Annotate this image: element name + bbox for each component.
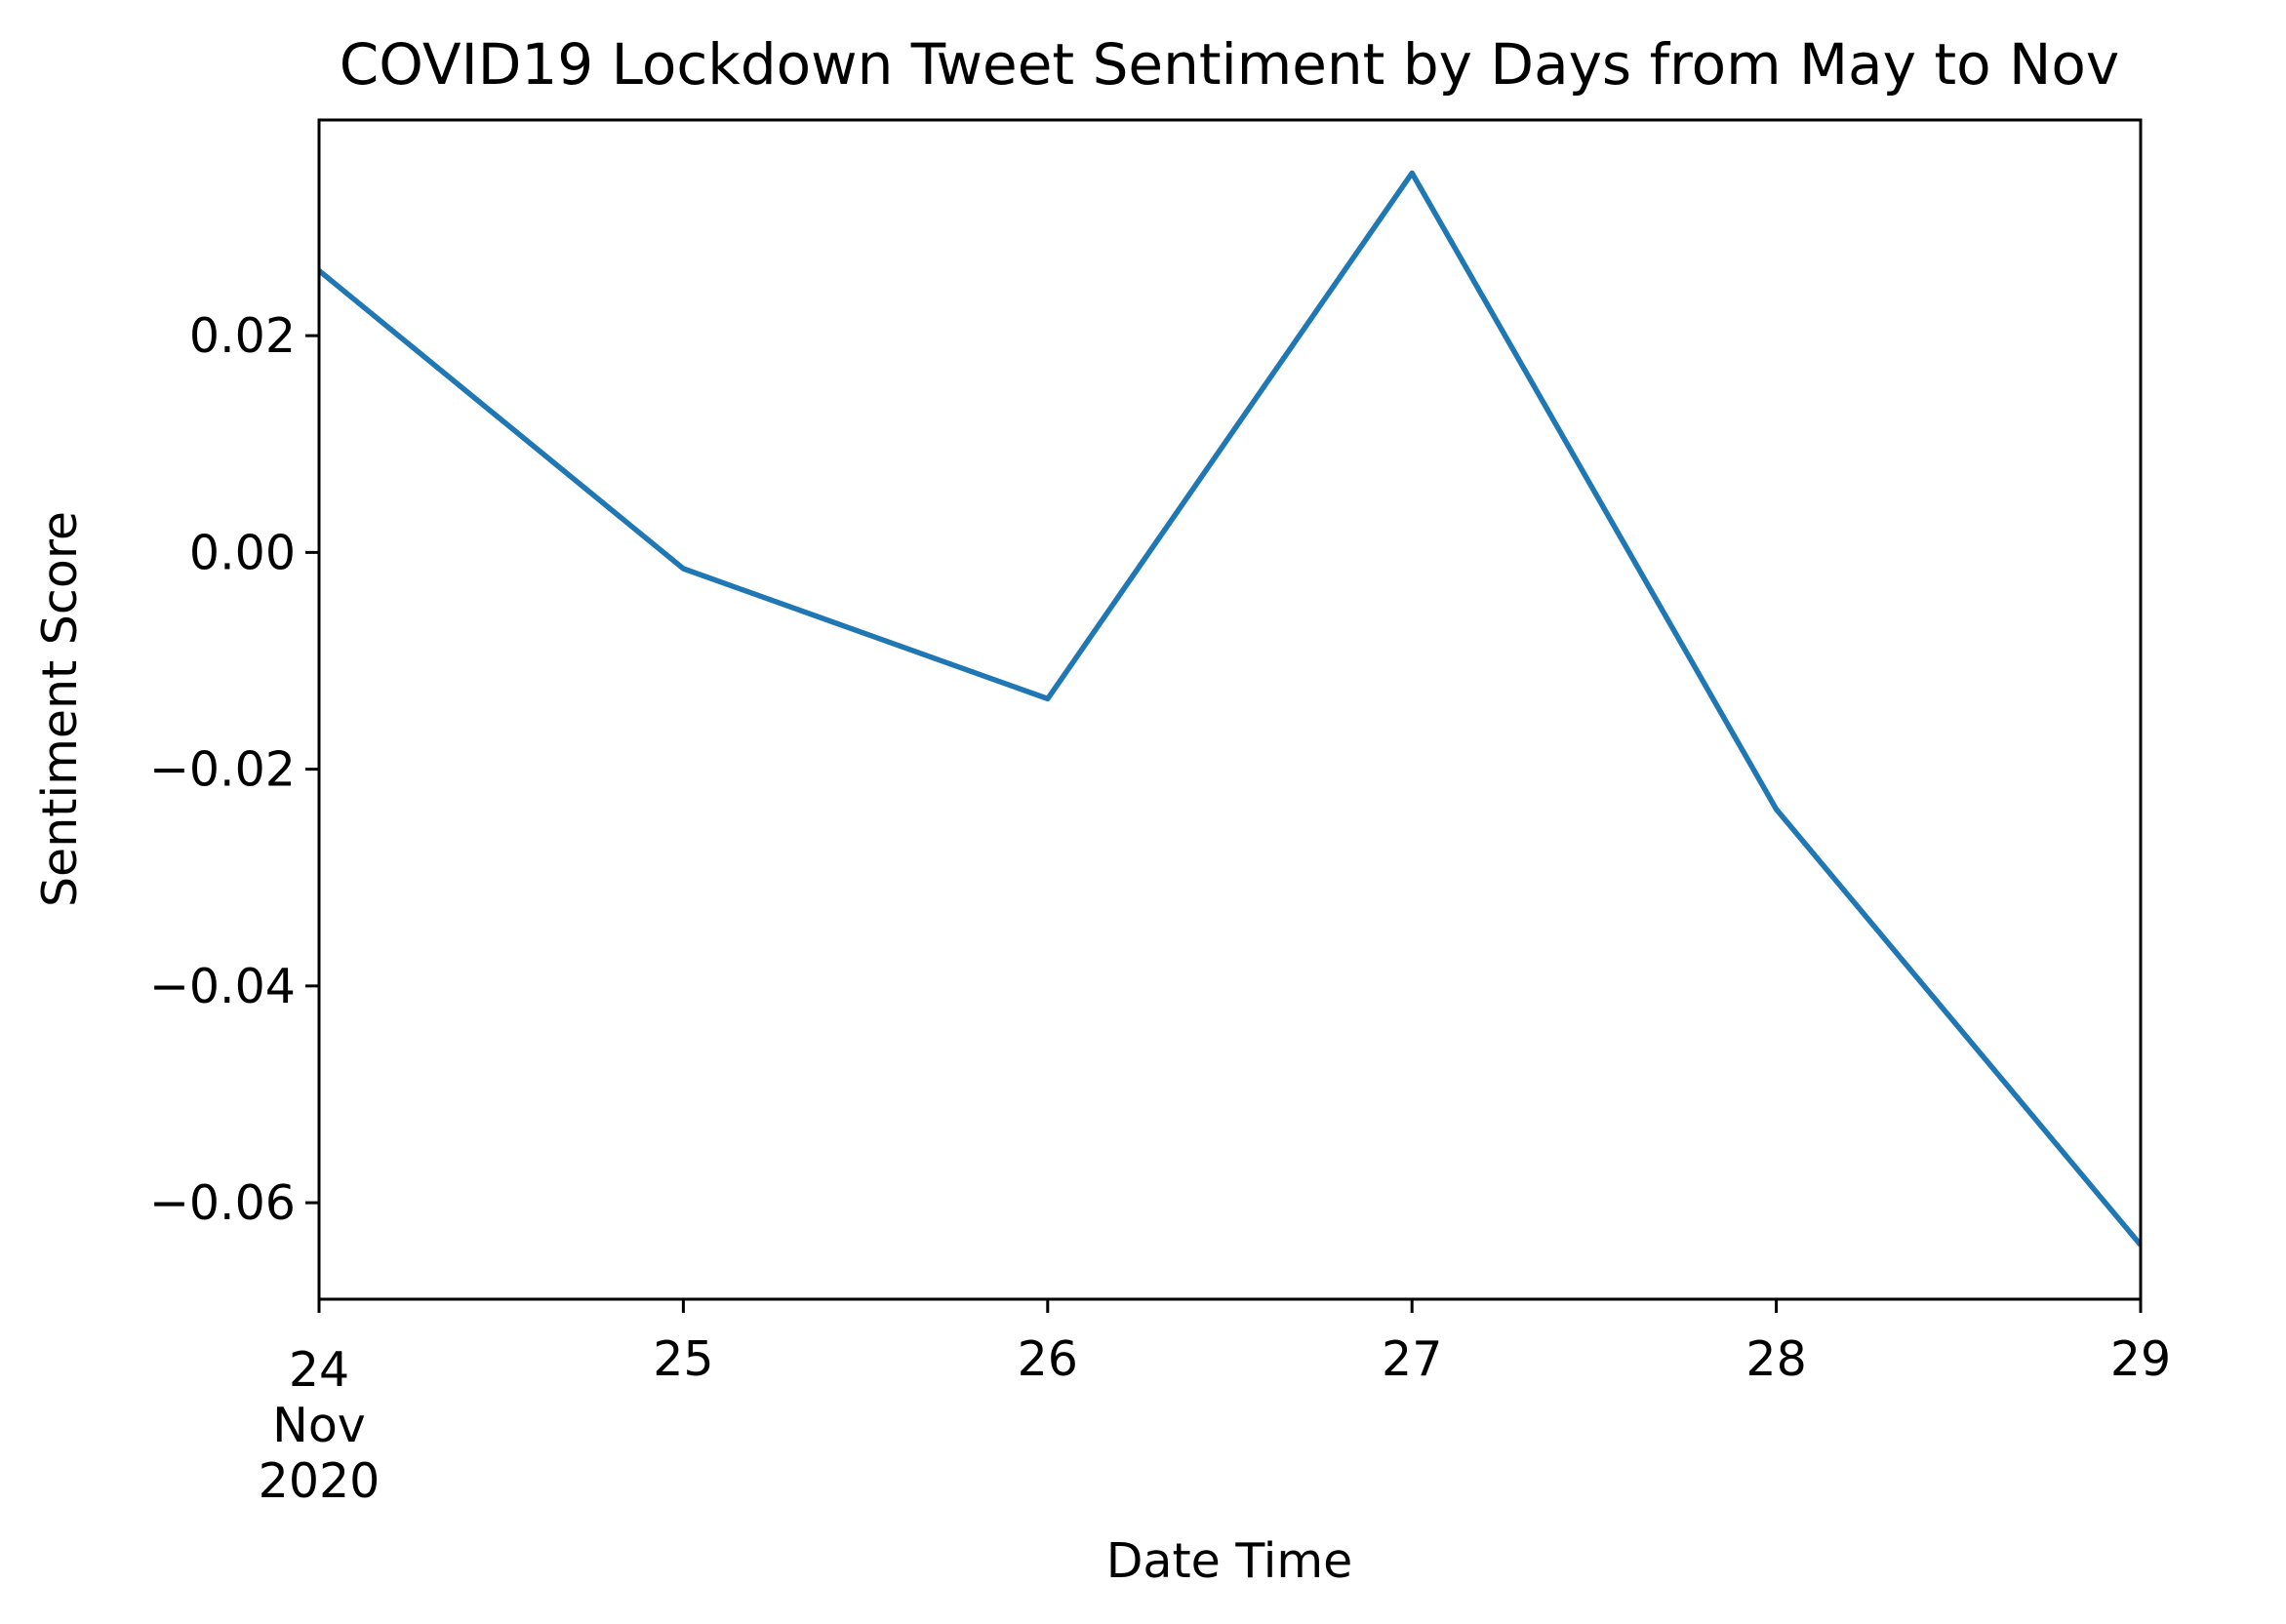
x-axis-label: Date Time [1106,1533,1353,1589]
series-line-0 [319,170,2141,1248]
x-tick-label: 28 [1745,1331,1806,1387]
y-tick-label: −0.04 [149,959,296,1014]
y-axis: 0.02 0.00 −0.02 −0.04 −0.06 [149,308,319,1231]
y-axis-label: Sentiment Score [32,511,88,907]
series-layer [319,170,2141,1248]
x-tick-label: 24 [289,1342,349,1398]
x-tick-label: 25 [653,1331,713,1387]
x-tick-label: 29 [2110,1331,2171,1387]
x-tick-label: Nov [272,1398,366,1453]
x-tick-label: 27 [1382,1331,1442,1387]
y-tick-label: −0.02 [149,742,296,798]
x-tick-label: 2020 [259,1453,381,1509]
x-tick-label: 26 [1018,1331,1078,1387]
y-tick-label: −0.06 [149,1175,296,1231]
y-tick-label: 0.00 [189,525,296,580]
plot-frame [317,118,2143,1301]
chart-title: COVID19 Lockdown Tweet Sentiment by Days… [340,31,2119,98]
y-tick-label: 0.02 [189,308,296,364]
